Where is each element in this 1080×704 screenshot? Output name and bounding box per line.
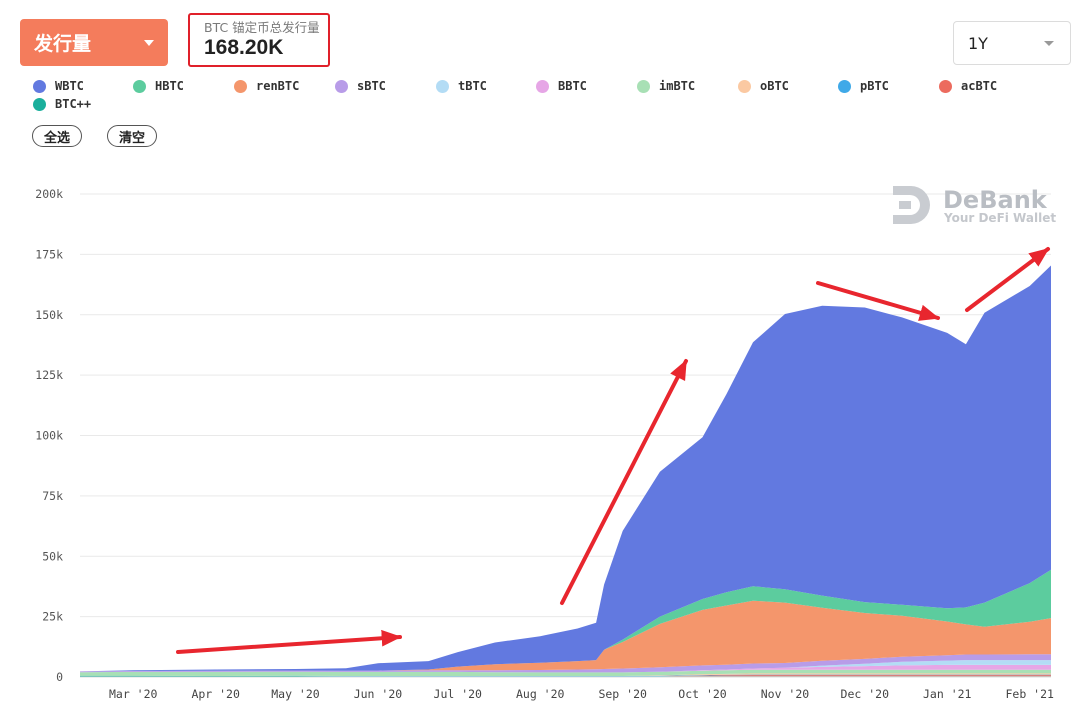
legend-label: BTC++ [55, 97, 92, 111]
legend-item-obtc[interactable]: oBTC [738, 79, 789, 93]
debank-logo-icon [893, 186, 930, 224]
metric-dropdown-label: 发行量 [34, 33, 92, 55]
x-tick-label: Feb '21 [1005, 687, 1054, 701]
legend-item-wbtc[interactable]: WBTC [33, 79, 84, 93]
total-supply-box: BTC 锚定币总发行量 168.20K [188, 13, 330, 67]
metric-dropdown[interactable]: 发行量 [20, 19, 168, 66]
chevron-down-icon [144, 39, 154, 46]
x-tick-label: Jan '21 [923, 687, 972, 701]
series-areas [80, 265, 1051, 677]
x-tick-label: Apr '20 [191, 687, 240, 701]
legend-label: oBTC [760, 79, 789, 93]
legend-marker-icon [33, 79, 46, 93]
y-tick-label: 150k [35, 308, 63, 322]
legend-item-tbtc[interactable]: tBTC [436, 79, 487, 93]
x-tick-label: Dec '20 [841, 687, 890, 701]
legend-label: pBTC [860, 79, 889, 93]
x-tick-label: Jul '20 [434, 687, 483, 701]
legend-label: tBTC [458, 79, 487, 93]
chevron-down-icon [1044, 40, 1054, 46]
range-dropdown[interactable]: 1Y [953, 21, 1071, 65]
legend-marker-icon [536, 79, 549, 93]
series-area-wbtc [80, 265, 1051, 672]
legend-label: sBTC [357, 79, 386, 93]
y-tick-label: 100k [35, 429, 63, 443]
y-tick-label: 25k [42, 610, 63, 624]
y-axis: 0 25k 50k 75k 100k 125k 150k 175k 200k [35, 187, 63, 684]
annotation-arrow-icon [560, 359, 688, 605]
range-dropdown-label: 1Y [968, 33, 988, 53]
x-axis: Mar '20 Apr '20 May '20 Jun '20 Jul '20 Aug '… [80, 676, 1054, 701]
x-tick-label: Aug '20 [516, 687, 565, 701]
legend-marker-icon [234, 79, 247, 93]
series-area-tbtc [80, 660, 1051, 673]
y-tick-label: 200k [35, 187, 63, 201]
legend-marker-icon [33, 97, 46, 111]
legend-item-bbtc[interactable]: BBTC [536, 79, 587, 93]
annotation-arrow-icon [816, 281, 940, 321]
watermark-title: DeBank [943, 186, 1048, 214]
y-tick-label: 125k [35, 368, 63, 382]
series-area-acbtc [80, 675, 1051, 677]
x-tick-label: Mar '20 [109, 687, 158, 701]
legend-marker-icon [838, 79, 851, 93]
series-area-bbtc [80, 664, 1051, 673]
watermark-subtitle: Your DeFi Wallet [943, 211, 1056, 225]
legend-marker-icon [133, 79, 146, 93]
total-supply-value: 168.20K [204, 36, 284, 59]
legend-item-btcpp[interactable]: BTC++ [33, 97, 91, 111]
legend-label: renBTC [256, 79, 300, 93]
y-tick-label: 0 [56, 670, 63, 684]
legend-item-hbtc[interactable]: HBTC [133, 79, 184, 93]
x-tick-label: Nov '20 [761, 687, 810, 701]
legend-item-sbtc[interactable]: sBTC [335, 79, 386, 93]
legend-item-renbtc[interactable]: renBTC [234, 79, 299, 93]
legend-marker-icon [637, 79, 650, 93]
series-area-pbtc [80, 674, 1051, 677]
legend-marker-icon [738, 79, 751, 93]
legend-item-imbtc[interactable]: imBTC [637, 79, 695, 93]
legend-marker-icon [335, 79, 348, 93]
legend-item-pbtc[interactable]: pBTC [838, 79, 889, 93]
annotation-arrows [176, 247, 1050, 654]
x-tick-label: May '20 [271, 687, 320, 701]
y-tick-label: 175k [35, 247, 63, 261]
series-area-obtc [80, 673, 1051, 676]
clear-button[interactable]: 清空 [107, 125, 158, 147]
series-area-sbtc [80, 654, 1051, 673]
series-area-renbtc [80, 600, 1051, 672]
series-area-imbtc [80, 669, 1051, 676]
x-tick-label: Oct '20 [678, 687, 727, 701]
x-tick-label: Sep '20 [598, 687, 647, 701]
legend-label: HBTC [155, 79, 184, 93]
legend-item-acbtc[interactable]: acBTC [939, 79, 997, 93]
legend-label: BBTC [558, 79, 587, 93]
x-tick-label: Jun '20 [354, 687, 403, 701]
debank-watermark: DeBank Your DeFi Wallet [893, 186, 1056, 225]
legend-label: imBTC [659, 79, 696, 93]
legend-label: acBTC [961, 79, 998, 93]
series-area-hbtc [80, 569, 1051, 672]
legend-marker-icon [436, 79, 449, 93]
y-tick-label: 50k [42, 549, 63, 563]
total-supply-label: BTC 锚定币总发行量 [204, 20, 320, 35]
annotation-arrow-icon [176, 629, 402, 654]
legend-marker-icon [939, 79, 952, 93]
annotation-arrow-icon [965, 247, 1050, 312]
y-tick-label: 75k [42, 489, 63, 503]
legend-label: WBTC [55, 79, 84, 93]
select-all-button[interactable]: 全选 [32, 125, 83, 147]
